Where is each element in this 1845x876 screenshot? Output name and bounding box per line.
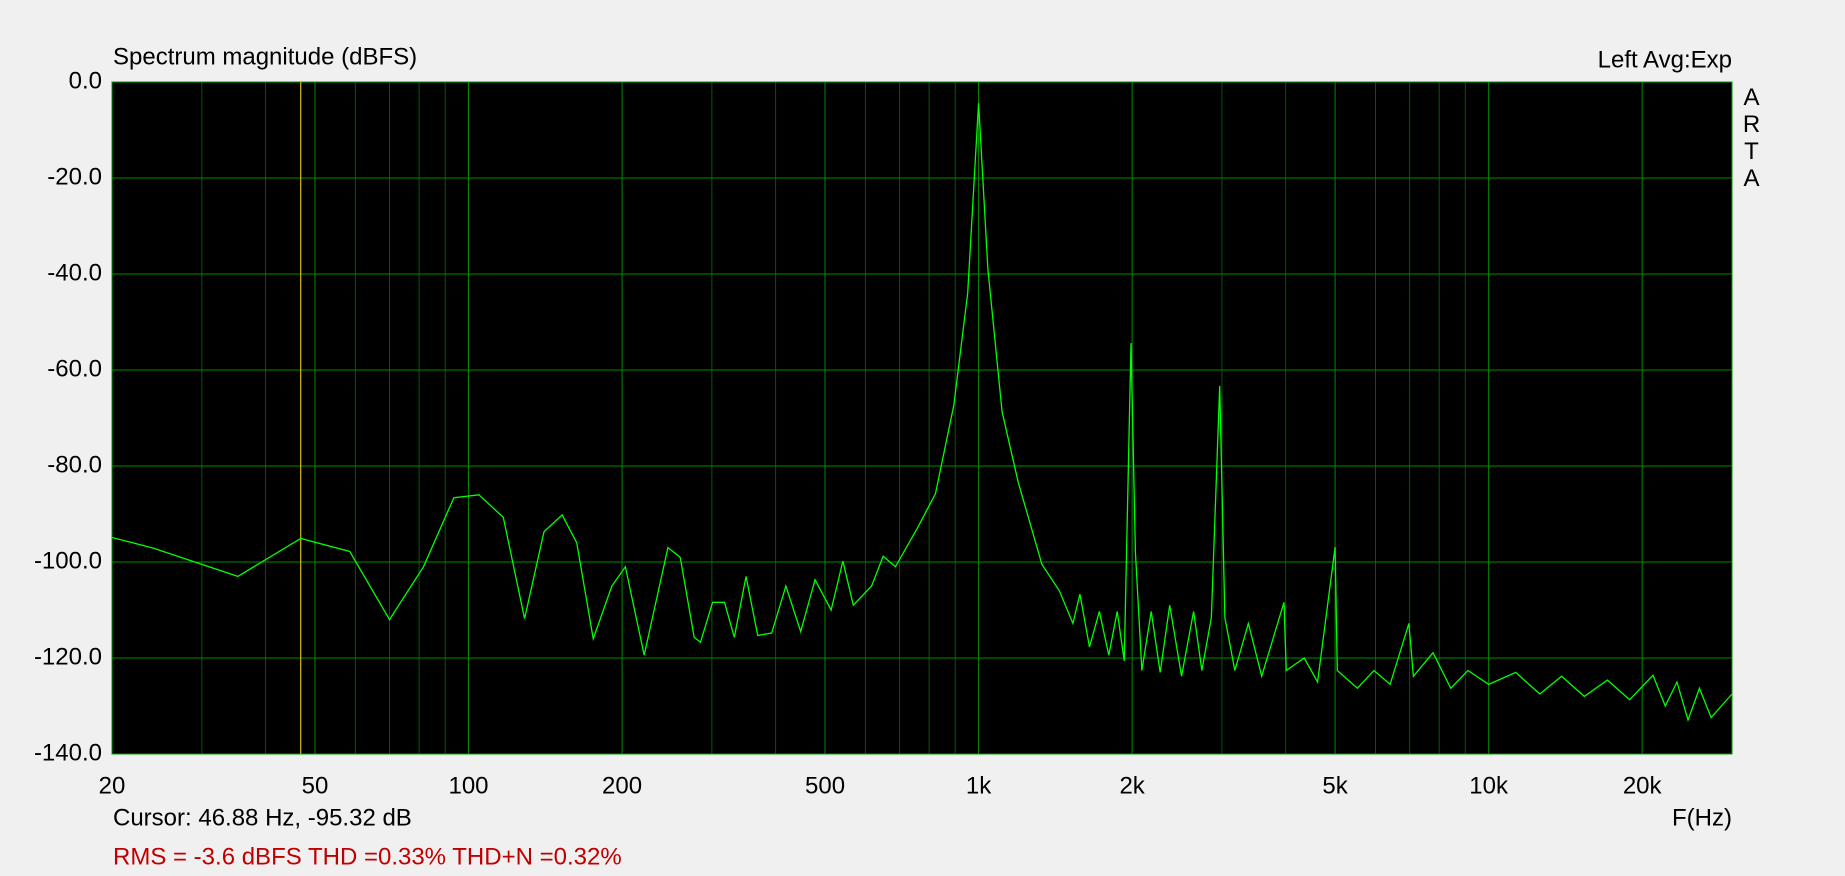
y-tick-label: -40.0: [47, 259, 102, 286]
y-tick-label: -20.0: [47, 163, 102, 190]
x-tick-label: 50: [302, 772, 329, 799]
x-axis-label: F(Hz): [1672, 804, 1732, 831]
x-tick-label: 20: [99, 772, 126, 799]
x-tick-label: 5k: [1322, 772, 1348, 799]
y-tick-label: -60.0: [47, 355, 102, 382]
y-tick-label: -100.0: [34, 547, 102, 574]
y-tick-label: -140.0: [34, 739, 102, 766]
chart-title: Spectrum magnitude (dBFS): [113, 43, 417, 70]
y-tick-label: 0.0: [69, 67, 102, 94]
y-tick-label: -120.0: [34, 643, 102, 670]
cursor-readout: Cursor: 46.88 Hz, -95.32 dB: [113, 804, 412, 831]
x-tick-label: 20k: [1623, 772, 1663, 799]
x-tick-label: 100: [448, 772, 488, 799]
y-tick-label: -80.0: [47, 451, 102, 478]
x-tick-label: 200: [602, 772, 642, 799]
x-tick-label: 1k: [966, 772, 992, 799]
channel-info: Left Avg:Exp: [1598, 46, 1732, 73]
logo: ARTA: [1738, 84, 1765, 192]
plot-area: [112, 82, 1732, 754]
spectrum-line: [111, 103, 1733, 723]
x-tick-label: 2k: [1119, 772, 1145, 799]
plot-border: [111, 81, 1733, 755]
x-tick-label: 500: [805, 772, 845, 799]
status-line: RMS = -3.6 dBFS THD =0.33% THD+N =0.32%: [113, 843, 622, 870]
x-tick-label: 10k: [1469, 772, 1509, 799]
